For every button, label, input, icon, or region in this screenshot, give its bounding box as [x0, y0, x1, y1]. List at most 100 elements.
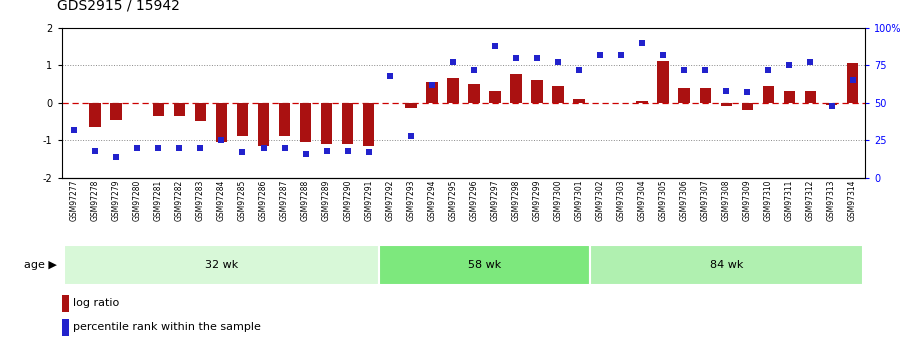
Bar: [763, 86, 774, 103]
Point: [256, 145, 271, 150]
Text: GSM97295: GSM97295: [448, 180, 457, 221]
Text: GSM97289: GSM97289: [322, 180, 331, 221]
Text: GSM97279: GSM97279: [111, 180, 120, 221]
Point: [488, 43, 502, 48]
Point: [130, 145, 145, 150]
Point: [361, 149, 376, 155]
Point: [551, 59, 566, 65]
Text: GSM97288: GSM97288: [301, 180, 310, 221]
Point: [383, 73, 397, 78]
Text: GSM97281: GSM97281: [154, 180, 163, 221]
Bar: [62, 319, 69, 336]
Text: GSM97277: GSM97277: [70, 180, 79, 221]
Bar: [636, 101, 648, 103]
Text: age ▶: age ▶: [24, 260, 57, 270]
Point: [277, 145, 291, 150]
Bar: [720, 103, 732, 106]
Point: [614, 52, 628, 57]
Point: [677, 67, 691, 72]
Text: GSM97311: GSM97311: [785, 180, 794, 221]
Bar: [110, 103, 122, 119]
Point: [719, 88, 734, 93]
Bar: [379, 245, 589, 285]
Point: [845, 77, 860, 83]
Text: GSM97314: GSM97314: [848, 180, 857, 221]
Bar: [573, 99, 585, 103]
Bar: [63, 245, 379, 285]
Text: GSM97280: GSM97280: [133, 180, 142, 221]
Text: GSM97306: GSM97306: [680, 180, 689, 221]
Point: [761, 67, 776, 72]
Text: GSM97290: GSM97290: [343, 180, 352, 221]
Text: GSM97298: GSM97298: [511, 180, 520, 221]
Point: [656, 52, 671, 57]
Text: GSM97291: GSM97291: [364, 180, 373, 221]
Point: [299, 151, 313, 156]
Bar: [552, 86, 564, 103]
Text: GSM97299: GSM97299: [532, 180, 541, 221]
Text: GSM97308: GSM97308: [722, 180, 731, 221]
Text: GSM97310: GSM97310: [764, 180, 773, 221]
Point: [88, 148, 102, 154]
Bar: [741, 103, 753, 110]
Text: GSM97285: GSM97285: [238, 180, 247, 221]
Text: 84 wk: 84 wk: [710, 260, 743, 270]
Text: GSM97294: GSM97294: [427, 180, 436, 221]
Bar: [784, 91, 795, 103]
Bar: [300, 103, 311, 142]
Bar: [489, 91, 500, 103]
Text: GSM97293: GSM97293: [406, 180, 415, 221]
Bar: [258, 103, 270, 146]
Text: GSM97312: GSM97312: [806, 180, 815, 221]
Bar: [657, 61, 669, 103]
Point: [424, 82, 439, 87]
Text: GSM97282: GSM97282: [175, 180, 184, 221]
Point: [340, 148, 355, 154]
Text: GSM97296: GSM97296: [470, 180, 479, 221]
Point: [509, 55, 523, 60]
Text: GSM97304: GSM97304: [638, 180, 647, 221]
Text: log ratio: log ratio: [73, 298, 119, 308]
Bar: [363, 103, 375, 146]
Text: GSM97287: GSM97287: [280, 180, 289, 221]
Bar: [589, 245, 863, 285]
Text: 58 wk: 58 wk: [468, 260, 501, 270]
Bar: [510, 75, 522, 103]
Bar: [174, 103, 186, 116]
Text: GSM97292: GSM97292: [386, 180, 395, 221]
Point: [404, 133, 418, 138]
Text: GSM97303: GSM97303: [616, 180, 625, 221]
Bar: [62, 295, 69, 312]
Text: GSM97297: GSM97297: [491, 180, 500, 221]
Bar: [847, 63, 858, 103]
Text: GSM97313: GSM97313: [827, 180, 836, 221]
Bar: [279, 103, 291, 136]
Bar: [153, 103, 164, 116]
Text: GDS2915 / 15942: GDS2915 / 15942: [57, 0, 180, 12]
Text: 32 wk: 32 wk: [205, 260, 238, 270]
Bar: [215, 103, 227, 142]
Bar: [531, 80, 543, 103]
Bar: [237, 103, 248, 136]
Bar: [679, 88, 690, 103]
Text: GSM97305: GSM97305: [659, 180, 668, 221]
Bar: [195, 103, 206, 121]
Point: [109, 154, 123, 159]
Text: GSM97307: GSM97307: [700, 180, 710, 221]
Point: [740, 89, 755, 95]
Point: [698, 67, 712, 72]
Point: [572, 67, 586, 72]
Point: [824, 103, 839, 108]
Point: [235, 149, 250, 155]
Point: [593, 52, 607, 57]
Bar: [342, 103, 354, 144]
Point: [67, 127, 81, 132]
Text: GSM97286: GSM97286: [259, 180, 268, 221]
Bar: [447, 78, 459, 103]
Point: [529, 55, 544, 60]
Point: [214, 137, 229, 143]
Point: [193, 145, 207, 150]
Text: GSM97302: GSM97302: [595, 180, 605, 221]
Bar: [825, 103, 837, 105]
Point: [151, 145, 166, 150]
